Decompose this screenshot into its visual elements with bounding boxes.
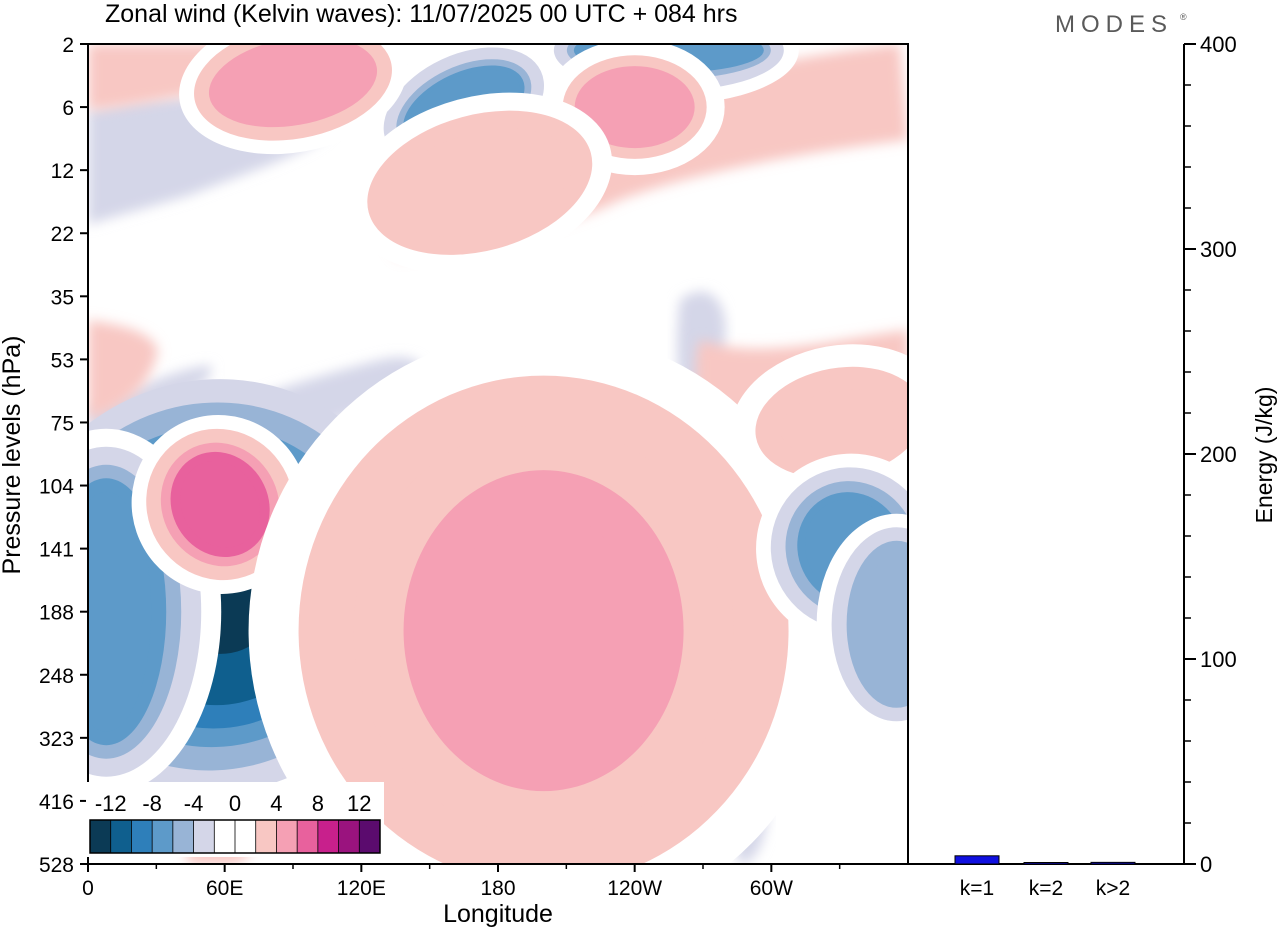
colorbar-label: 0 [229, 791, 241, 816]
x-tick-label: 180 [480, 877, 515, 900]
modes-logo: MODES [1055, 11, 1173, 38]
energy-category-label: k=2 [1029, 877, 1063, 900]
y-tick-label: 323 [39, 728, 74, 751]
colorbar-swatch [338, 820, 360, 853]
y-tick-label: 104 [39, 476, 74, 499]
colorbar-label: -12 [95, 791, 127, 816]
y-tick-label: 12 [51, 160, 74, 183]
y-tick-label: 35 [51, 286, 74, 309]
colorbar-label: -8 [142, 791, 162, 816]
colorbar-swatch [297, 820, 318, 853]
energy-axis: 0 100 200 300 400 [1184, 32, 1237, 877]
contour-level [780, 389, 900, 456]
x-tick-label: 60E [206, 877, 243, 900]
energy-tick-label: 400 [1200, 32, 1237, 57]
energy-tick-label: 100 [1200, 647, 1237, 672]
x-tick-label: 0 [82, 877, 94, 900]
colorbar-swatch [110, 820, 132, 853]
energy-bar-2 [1023, 862, 1069, 865]
contour-band [88, 320, 158, 420]
colorbar: -12 -8 -4 0 4 8 12 [86, 782, 384, 857]
colorbar-label: 12 [347, 791, 371, 816]
energy-tick-label: 0 [1200, 852, 1212, 877]
colorbar-swatch [255, 820, 277, 853]
y-tick-label: 53 [51, 349, 74, 372]
energy-bars: k=1 k=2 k>2 [954, 855, 1136, 900]
contour-level [387, 128, 573, 237]
y-axis-label: Pressure levels (hPa) [0, 336, 26, 575]
colorbar-swatch [359, 820, 380, 853]
contour-level [584, 75, 685, 140]
energy-category-label: k=1 [960, 877, 994, 900]
colorbar-swatch [90, 820, 111, 853]
contour-level [223, 49, 363, 114]
colorbar-swatch [193, 820, 215, 853]
contour-westerly-80E-6hPa [179, 44, 407, 155]
x-tick-label: 60W [750, 877, 793, 900]
contour-field [88, 44, 908, 864]
colorbar-label: 8 [312, 791, 324, 816]
chart-title: Zonal wind (Kelvin waves): 11/07/2025 00… [105, 0, 738, 28]
contour-westerly-broad-170W-200hPa [248, 330, 839, 864]
contour-westerly-180-12hPa [347, 92, 613, 273]
x-tick-label: 120E [337, 877, 386, 900]
y-tick-label: 248 [39, 665, 74, 688]
colorbar-swatch [172, 820, 194, 853]
contour-level [448, 510, 639, 751]
y-tick-label: 141 [39, 539, 74, 562]
colorbar-swatch [214, 820, 235, 853]
colorbar-swatch [152, 820, 173, 853]
colorbar-label: -4 [184, 791, 204, 816]
x-tick-label: 120W [607, 877, 662, 900]
contour-westerly-90W-75hPa [730, 344, 908, 501]
colorbar-swatch [131, 820, 153, 853]
colorbar-swatch [317, 820, 339, 853]
contour-easterly-20W-188hPa [816, 513, 908, 735]
modes-logo-mark: ® [1180, 12, 1193, 22]
pressure-axis: 2 6 12 22 35 53 75 104 141 188 248 323 416 528 [39, 34, 88, 877]
energy-axis-label: Energy (J/kg) [1251, 387, 1277, 524]
y-tick-label: 2 [62, 34, 74, 57]
energy-tick-label: 200 [1200, 442, 1237, 467]
energy-bar-3 [1090, 861, 1136, 865]
colorbar-swatch [276, 820, 298, 853]
x-axis-label: Longitude [443, 900, 553, 928]
longitude-axis: 0 60E 120E 180 120W 60W [82, 864, 841, 900]
contour-level [88, 491, 152, 732]
energy-category-label: k>2 [1096, 877, 1130, 900]
energy-tick-label: 300 [1200, 237, 1237, 262]
y-tick-label: 6 [62, 97, 74, 120]
colorbar-swatch [235, 820, 256, 853]
contour-level [861, 554, 908, 695]
energy-bar-1 [954, 855, 1000, 865]
colorbar-label: 4 [270, 791, 282, 816]
y-tick-label: 22 [51, 223, 74, 246]
y-tick-label: 75 [51, 412, 74, 435]
y-tick-label: 188 [39, 602, 74, 625]
y-tick-label: 528 [39, 854, 74, 877]
y-tick-label: 416 [39, 791, 74, 814]
contour-level [180, 461, 260, 548]
